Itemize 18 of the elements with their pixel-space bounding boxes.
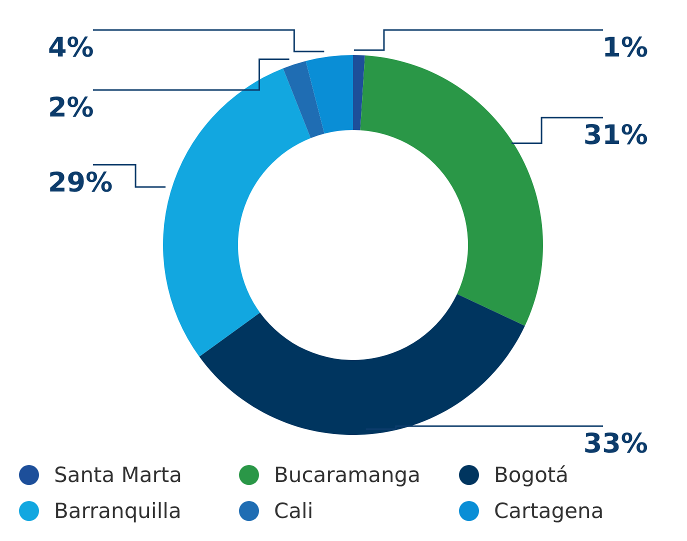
legend-label: Cali xyxy=(274,499,314,523)
data-label: 4% xyxy=(48,32,94,64)
donut-slice xyxy=(283,60,324,138)
donut-slice xyxy=(360,55,543,326)
data-label: 1% xyxy=(602,32,648,64)
legend-label: Bucaramanga xyxy=(274,463,420,487)
donut-slice xyxy=(199,294,525,435)
data-label: 29% xyxy=(48,167,113,198)
legend-label: Santa Marta xyxy=(54,463,182,487)
donut-slice xyxy=(353,55,365,130)
data-label: 33% xyxy=(583,428,648,460)
donut-slice xyxy=(163,68,311,357)
legend-label: Barranquilla xyxy=(54,499,182,523)
donut-slice xyxy=(306,55,353,134)
legend-label: Cartagena xyxy=(494,499,604,523)
legend-label: Bogotá xyxy=(494,463,569,487)
data-label: 31% xyxy=(583,120,648,152)
data-label: 2% xyxy=(48,92,94,124)
